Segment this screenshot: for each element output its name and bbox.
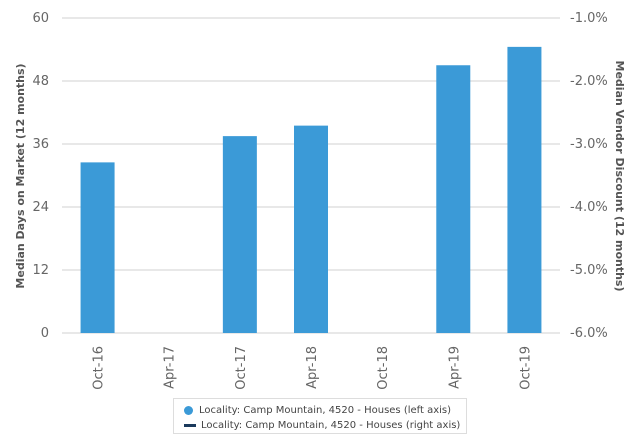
right-axis-tick-label: -6.0% xyxy=(570,326,608,341)
bar[interactable] xyxy=(507,46,542,333)
bar[interactable] xyxy=(222,136,257,333)
x-axis-tick-label: Oct-17 xyxy=(234,346,249,390)
legend: Locality: Camp Mountain, 4520 - Houses (… xyxy=(173,398,467,434)
legend-label-right-axis: Locality: Camp Mountain, 4520 - Houses (… xyxy=(201,420,461,431)
left-axis-tick-label: 24 xyxy=(32,200,49,215)
legend-item-left-axis[interactable]: Locality: Camp Mountain, 4520 - Houses (… xyxy=(184,403,451,418)
left-axis-tick-label: 36 xyxy=(32,137,49,152)
right-axis-title: Median Vendor Discount (12 months) xyxy=(613,61,626,292)
right-axis-tick-label: -5.0% xyxy=(570,263,608,278)
x-axis-tick-label: Oct-16 xyxy=(92,346,107,390)
bar[interactable] xyxy=(436,65,471,333)
left-axis-ticks: 0 12 24 36 48 60 xyxy=(32,11,49,341)
right-axis-tick-label: -1.0% xyxy=(570,11,608,26)
left-axis-tick-label: 60 xyxy=(32,11,49,26)
right-axis-tick-label: -3.0% xyxy=(570,137,608,152)
right-axis-ticks: -6.0% -5.0% -4.0% -3.0% -2.0% -1.0% xyxy=(570,11,608,341)
left-axis-tick-label: 48 xyxy=(32,74,49,89)
x-axis-tick-label: Apr-18 xyxy=(305,346,320,389)
legend-label-left-axis: Locality: Camp Mountain, 4520 - Houses (… xyxy=(199,405,452,416)
x-axis-tick-label: Apr-19 xyxy=(447,346,462,389)
x-axis-tick-label: Oct-18 xyxy=(376,346,391,390)
right-axis-tick-label: -4.0% xyxy=(570,200,608,215)
bar[interactable] xyxy=(294,125,328,333)
left-axis-tick-label: 0 xyxy=(41,326,49,341)
legend-line-icon xyxy=(184,424,196,427)
bars xyxy=(80,46,542,333)
bar[interactable] xyxy=(80,162,115,333)
legend-dot-icon xyxy=(184,406,193,415)
left-axis-title: Median Days on Market (12 months) xyxy=(14,63,27,288)
x-axis-tick-label: Oct-19 xyxy=(518,346,533,390)
x-axis-tick-label: Apr-17 xyxy=(163,346,178,389)
legend-item-right-axis[interactable]: Locality: Camp Mountain, 4520 - Houses (… xyxy=(184,418,460,433)
right-axis-tick-label: -2.0% xyxy=(570,74,608,89)
left-axis-tick-label: 12 xyxy=(32,263,49,278)
x-axis-ticks: Oct-16 Apr-17 Oct-17 Apr-18 Oct-18 Apr-19 Oct-… xyxy=(92,346,534,390)
